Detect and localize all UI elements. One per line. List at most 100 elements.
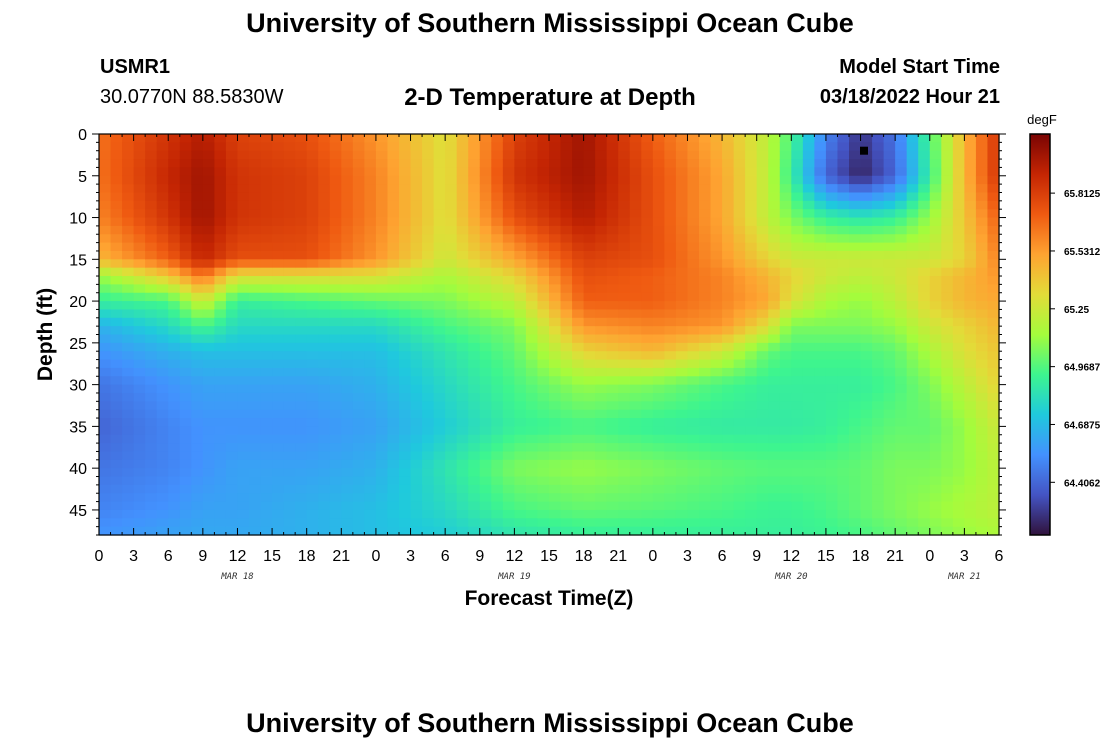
heatmap-cell [433, 301, 446, 311]
heatmap-cell [399, 376, 412, 386]
heatmap-cell [514, 234, 527, 244]
heatmap-cell [699, 192, 712, 202]
heatmap-cell [768, 142, 781, 152]
heatmap-cell [445, 367, 458, 377]
heatmap-cell [410, 184, 423, 194]
heatmap-cell [549, 443, 562, 453]
heatmap-cell [975, 309, 989, 319]
heatmap-cell [295, 326, 308, 336]
heatmap-cell [722, 284, 735, 294]
y-tick-label: 45 [69, 503, 87, 520]
heatmap-cell [652, 326, 665, 336]
heatmap-cell [975, 367, 989, 377]
heatmap-cell [837, 292, 850, 302]
heatmap-cell [468, 309, 481, 319]
heatmap-cell [964, 468, 977, 478]
heatmap-cell [618, 351, 631, 361]
heatmap-cell [468, 501, 481, 511]
heatmap-cell [837, 225, 850, 235]
heatmap-cell [641, 501, 654, 511]
heatmap-cell [756, 401, 769, 411]
heatmap-cell [456, 184, 469, 194]
heatmap-cell [987, 443, 1000, 453]
heatmap-cell [583, 518, 596, 528]
heatmap-cell [502, 376, 515, 386]
heatmap-cell [733, 409, 746, 419]
heatmap-cell [560, 217, 573, 227]
heatmap-cell [341, 134, 354, 143]
heatmap-cell [560, 367, 573, 377]
heatmap-cell [179, 401, 192, 411]
heatmap-cell [664, 342, 677, 352]
heatmap-cell [606, 175, 619, 185]
heatmap-cell [987, 267, 1000, 277]
heatmap-cell [906, 150, 919, 160]
heatmap-cell [733, 451, 746, 461]
heatmap-cell [918, 292, 931, 302]
x-tick-label: 12 [229, 548, 247, 565]
heatmap-cell [652, 334, 665, 344]
heatmap-cell [283, 259, 296, 269]
heatmap-cell [375, 309, 389, 319]
heatmap-cell [168, 509, 181, 519]
heatmap-cell [791, 225, 804, 235]
heatmap-cell [225, 217, 239, 227]
heatmap-cell [145, 434, 158, 444]
heatmap-cell [237, 384, 250, 394]
heatmap-cell [779, 142, 792, 152]
heatmap-cell [145, 234, 158, 244]
heatmap-cell [583, 250, 596, 260]
heatmap-cell [595, 518, 608, 528]
heatmap-cell [664, 200, 677, 210]
heatmap-cell [122, 276, 135, 285]
heatmap-cell [122, 167, 135, 177]
heatmap-cell [929, 426, 942, 436]
heatmap-cell [156, 184, 169, 194]
heatmap-cell [133, 159, 146, 169]
model-start-value: 03/18/2022 Hour 21 [819, 86, 1000, 108]
heatmap-cell [168, 301, 181, 311]
heatmap-cell [352, 351, 365, 361]
heatmap-cell [387, 351, 400, 361]
heatmap-cell [514, 317, 527, 327]
heatmap-cell [606, 426, 619, 436]
heatmap-cell [779, 384, 792, 394]
heatmap-cell [329, 309, 342, 319]
heatmap-cell [387, 309, 400, 319]
heatmap-cell [710, 234, 723, 244]
heatmap-cell [629, 301, 642, 311]
heatmap-cell [629, 342, 642, 352]
heatmap-cell [756, 434, 769, 444]
heatmap-cell [399, 401, 412, 411]
heatmap-cell [329, 301, 342, 311]
heatmap-cell [318, 392, 331, 402]
heatmap-cell [306, 501, 319, 511]
heatmap-cell [537, 334, 550, 344]
heatmap-cell [306, 409, 319, 419]
heatmap-cell [929, 242, 942, 252]
heatmap-cell [99, 217, 112, 227]
heatmap-cell [249, 276, 262, 285]
heatmap-cell [272, 134, 285, 143]
heatmap-cell [122, 326, 135, 336]
date-label: MAR 20 [774, 572, 808, 582]
heatmap-cell [618, 175, 631, 185]
heatmap-cell [687, 217, 700, 227]
heatmap-cell [860, 526, 873, 536]
heatmap-cell [110, 309, 123, 319]
heatmap-cell [99, 259, 112, 269]
heatmap-cell [410, 134, 423, 143]
heatmap-cell [929, 451, 942, 461]
heatmap-cell [895, 142, 908, 152]
heatmap-cell [214, 209, 227, 219]
heatmap-cell [745, 459, 758, 469]
heatmap-cell [283, 142, 296, 152]
heatmap-cell [260, 409, 273, 419]
heatmap-cell [929, 134, 942, 143]
heatmap-cell [629, 434, 642, 444]
heatmap-cell [225, 192, 239, 202]
heatmap-cell [260, 317, 273, 327]
heatmap-cell [110, 426, 123, 436]
heatmap-cell [202, 443, 215, 453]
